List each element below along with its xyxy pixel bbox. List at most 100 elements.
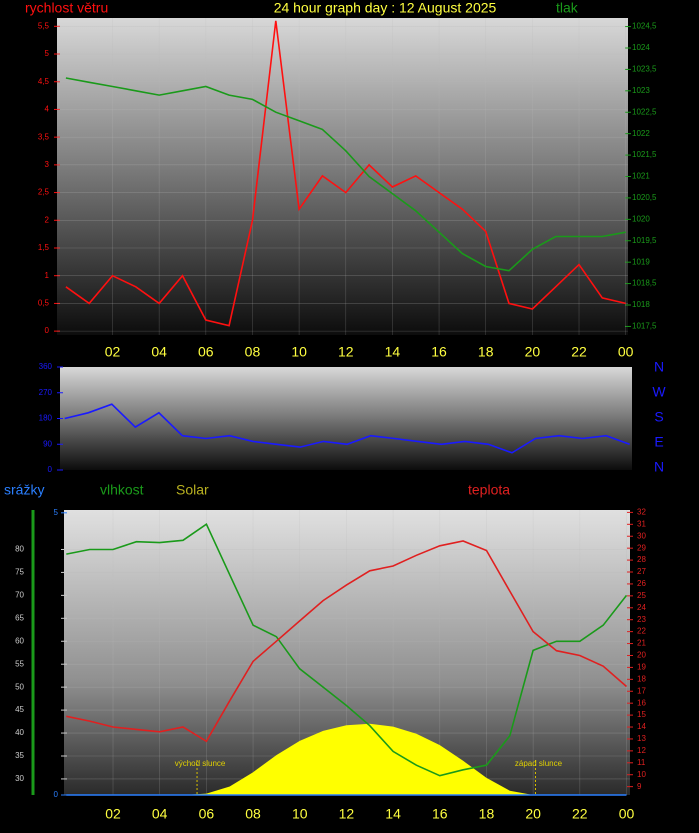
y-tick-label: 5,5	[38, 21, 50, 30]
compass-label: W	[652, 384, 666, 400]
y-tick-label: 90	[43, 439, 52, 448]
x-tick-label: 08	[245, 806, 261, 822]
y-tick-label: 21	[637, 639, 646, 648]
y-tick-label: 12	[637, 746, 646, 755]
y-tick-label: 3,5	[38, 132, 50, 141]
y-tick-label: 270	[39, 388, 53, 397]
y-tick-label: 24	[637, 603, 646, 612]
line	[66, 523, 628, 777]
legend-label: vlhkost	[100, 482, 144, 498]
x-tick-label: 14	[385, 806, 401, 822]
y-tick-label: 3	[45, 160, 50, 169]
y-tick-label: 1018	[632, 300, 650, 309]
annotation: východ slunce	[175, 759, 226, 768]
y-tick-label: 1020,5	[632, 193, 657, 202]
y-tick-label: 1022,5	[632, 107, 657, 116]
y-tick-label: 1019,5	[632, 236, 657, 245]
x-tick-label: 16	[431, 344, 447, 360]
x-tick-label: 20	[525, 806, 541, 822]
legend-label: tlak	[556, 0, 579, 16]
x-tick-label: 14	[385, 344, 401, 360]
x-tick-label: 20	[525, 344, 541, 360]
y-tick-label: 14	[637, 722, 646, 731]
legend-label: Solar	[176, 482, 209, 498]
x-tick-label: 00	[619, 806, 635, 822]
y-tick-label: 5	[54, 508, 59, 517]
y-tick-label: 30	[15, 774, 24, 783]
y-tick-label: 16	[637, 698, 646, 707]
x-tick-label: 12	[338, 344, 354, 360]
y-tick-label: 0	[54, 790, 59, 799]
y-tick-label: 30	[637, 531, 646, 540]
y-tick-label: 1	[45, 271, 50, 280]
plot-area	[60, 367, 632, 470]
x-tick-label: 12	[339, 806, 355, 822]
x-tick-label: 00	[618, 344, 634, 360]
y-tick-label: 1021,5	[632, 150, 657, 159]
y-tick-label: 2	[45, 215, 50, 224]
y-tick-label: 13	[637, 734, 646, 743]
y-tick-label: 4,5	[38, 77, 50, 86]
y-tick-label: 1023,5	[632, 65, 657, 74]
area	[66, 723, 627, 795]
y-tick-label: 60	[15, 636, 24, 645]
y-tick-label: 2,5	[38, 188, 50, 197]
y-tick-label: 360	[39, 362, 53, 371]
x-tick-label: 22	[572, 806, 588, 822]
x-tick-label: 08	[245, 344, 261, 360]
y-tick-label: 1020	[632, 214, 650, 223]
x-tick-label: 02	[105, 806, 121, 822]
x-tick-label: 06	[198, 344, 214, 360]
y-tick-label: 32	[637, 507, 646, 516]
y-tick-label: 27	[637, 567, 646, 576]
x-tick-label: 10	[291, 344, 307, 360]
y-tick-label: 10	[637, 770, 646, 779]
x-tick-label: 18	[479, 806, 495, 822]
y-tick-label: 17	[637, 686, 646, 695]
y-tick-label: 15	[637, 710, 646, 719]
y-tick-label: 28	[637, 555, 646, 564]
y-tick-label: 25	[637, 591, 646, 600]
y-tick-label: 19	[637, 663, 646, 672]
x-tick-label: 04	[152, 806, 168, 822]
y-tick-label: 1019	[632, 257, 650, 266]
x-tick-label: 06	[199, 806, 215, 822]
compass-label: S	[654, 409, 663, 425]
y-tick-label: 23	[637, 615, 646, 624]
y-tick-label: 26	[637, 579, 646, 588]
y-tick-label: 70	[15, 590, 24, 599]
x-tick-label: 10	[292, 806, 308, 822]
y-tick-label: 29	[637, 543, 646, 552]
y-tick-label: 1,5	[38, 243, 50, 252]
y-tick-label: 11	[637, 758, 646, 767]
y-tick-label: 45	[15, 705, 24, 714]
y-tick-label: 180	[39, 414, 53, 423]
y-tick-label: 1022	[632, 129, 650, 138]
line	[65, 20, 626, 327]
plot-area	[57, 18, 628, 335]
y-tick-label: 5	[45, 49, 50, 58]
x-tick-label: 16	[432, 806, 448, 822]
y-tick-label: 0	[48, 465, 53, 474]
line	[64, 403, 630, 454]
y-tick-label: 18	[637, 674, 646, 683]
x-tick-label: 22	[571, 344, 587, 360]
y-tick-label: 35	[15, 751, 24, 760]
y-tick-label: 20	[637, 651, 646, 660]
y-tick-label: 1024,5	[632, 22, 657, 31]
y-tick-label: 0	[45, 326, 50, 335]
x-tick-label: 04	[151, 344, 167, 360]
y-tick-label: 1024	[632, 43, 650, 52]
y-tick-label: 4	[45, 105, 50, 114]
y-tick-label: 1021	[632, 172, 650, 181]
y-tick-label: 1017,5	[632, 322, 657, 331]
annotation: západ slunce	[515, 759, 563, 768]
y-tick-label: 1023	[632, 86, 650, 95]
y-tick-label: 1018,5	[632, 279, 657, 288]
y-tick-label: 22	[637, 627, 646, 636]
line	[66, 540, 628, 743]
x-tick-label: 02	[105, 344, 121, 360]
x-tick-label: 18	[478, 344, 494, 360]
y-tick-label: 50	[15, 682, 24, 691]
